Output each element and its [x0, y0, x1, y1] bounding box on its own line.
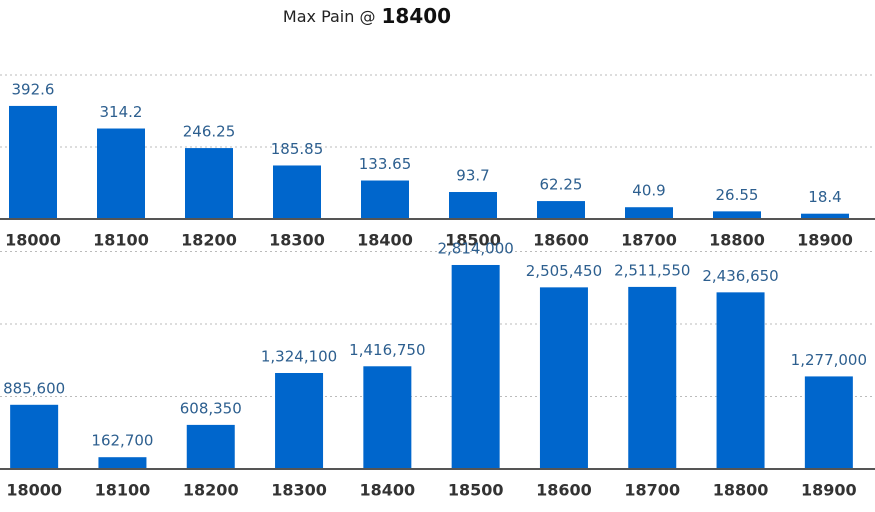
x-tick-label: 18400 — [360, 481, 416, 500]
bar — [97, 128, 145, 219]
bar — [625, 207, 673, 219]
value-label: 392.6 — [12, 80, 55, 98]
x-tick-label: 18700 — [621, 231, 677, 250]
bar — [537, 201, 585, 219]
bar — [801, 213, 849, 219]
bar — [449, 192, 497, 219]
value-label: 885,600 — [3, 379, 65, 397]
value-label: 162,700 — [91, 432, 153, 450]
bar — [628, 286, 677, 469]
value-label: 26.55 — [716, 186, 759, 204]
value-label: 93.7 — [456, 167, 489, 185]
x-tick-label: 18200 — [183, 481, 239, 500]
bar — [275, 373, 324, 469]
bar — [186, 424, 235, 469]
bar — [98, 457, 147, 469]
x-tick-label: 18700 — [624, 481, 680, 500]
bar — [9, 105, 57, 219]
bar — [361, 180, 409, 219]
value-label: 1,324,100 — [261, 348, 337, 366]
value-label: 2,505,450 — [526, 262, 602, 280]
bar — [273, 165, 321, 219]
value-label: 18.4 — [808, 188, 841, 206]
x-tick-label: 18100 — [95, 481, 151, 500]
chart-title: Max Pain @ 18400 — [283, 4, 451, 28]
x-tick-label: 18300 — [269, 231, 325, 250]
value-label: 2,436,650 — [702, 267, 778, 285]
bar — [185, 148, 233, 219]
value-label: 314.2 — [100, 103, 143, 121]
value-label: 1,416,750 — [349, 341, 425, 359]
bar — [539, 287, 588, 469]
x-tick-label: 18800 — [713, 481, 769, 500]
value-label: 2,511,550 — [614, 261, 690, 279]
x-tick-label: 18900 — [797, 231, 853, 250]
bar — [716, 292, 765, 469]
x-tick-label: 18100 — [93, 231, 149, 250]
x-tick-label: 18900 — [801, 481, 857, 500]
value-label: 2,814,000 — [437, 239, 513, 257]
x-tick-label: 18000 — [5, 231, 61, 250]
value-label: 185.85 — [271, 140, 324, 158]
value-label: 608,350 — [180, 399, 242, 417]
value-label: 133.65 — [359, 155, 412, 173]
title-value: 18400 — [381, 4, 451, 28]
x-tick-label: 18500 — [445, 231, 501, 250]
bar — [363, 366, 412, 469]
bar — [804, 376, 853, 469]
value-label: 246.25 — [183, 123, 236, 141]
x-tick-label: 18400 — [357, 231, 413, 250]
value-label: 1,277,000 — [791, 351, 867, 369]
x-tick-label: 18000 — [6, 481, 62, 500]
value-label: 40.9 — [632, 182, 665, 200]
x-tick-label: 18500 — [448, 481, 504, 500]
bar — [451, 264, 500, 469]
bar — [713, 211, 761, 219]
x-tick-label: 18200 — [181, 231, 237, 250]
x-tick-label: 18800 — [709, 231, 765, 250]
x-tick-label: 18600 — [533, 231, 589, 250]
x-tick-label: 18600 — [536, 481, 592, 500]
value-label: 62.25 — [540, 176, 583, 194]
x-tick-label: 18300 — [271, 481, 327, 500]
title-label: Max Pain @ — [283, 7, 376, 26]
bar — [10, 404, 59, 469]
